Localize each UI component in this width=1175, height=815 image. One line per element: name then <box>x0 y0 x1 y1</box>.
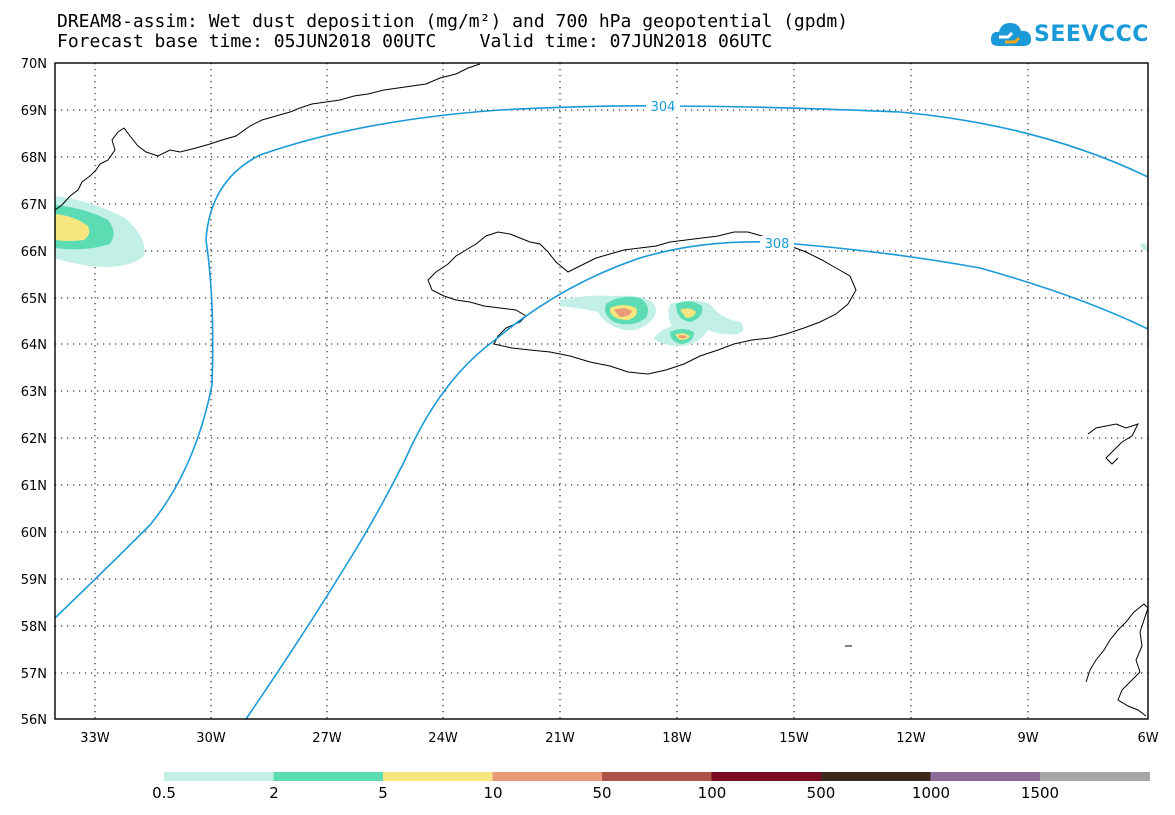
scotland-coast <box>1085 603 1149 717</box>
colorbar-segment <box>492 772 603 781</box>
colorbar-label: 1500 <box>1020 784 1060 802</box>
colorbar-label: 100 <box>697 784 727 802</box>
colorbar-segment <box>602 772 712 781</box>
latitude-labels: 70N 69N 68N 67N 66N 65N 64N 63N 62N 61N … <box>21 57 47 728</box>
lat-label: 56N <box>21 713 47 728</box>
lon-label: 12W <box>896 731 926 746</box>
map-title-line2: Forecast base time: 05JUN2018 00UTC Vali… <box>57 31 773 52</box>
lon-label: 21W <box>545 731 575 746</box>
colorbar-segment <box>821 772 931 781</box>
lon-label: 24W <box>428 731 458 746</box>
longitude-labels: 33W 30W 27W 24W 21W 18W 15W 12W 9W 6W <box>80 731 1158 746</box>
logo-text: SEEVCCC <box>1034 22 1149 47</box>
colorbar-segment <box>1040 772 1150 781</box>
lon-label: 30W <box>196 731 226 746</box>
faroe-coast <box>1087 423 1139 465</box>
lon-label: 9W <box>1017 731 1038 746</box>
lat-label: 61N <box>21 479 47 494</box>
colorbar-segment <box>383 772 493 781</box>
coastlines <box>54 63 1149 717</box>
dust-deposition-greenland <box>55 196 145 267</box>
contour-labels: 304 308 <box>646 99 794 252</box>
lon-label: 33W <box>80 731 110 746</box>
greenland-coast <box>54 63 481 211</box>
lat-label: 59N <box>21 573 47 588</box>
colorbar-label: 500 <box>806 784 836 802</box>
lat-label: 68N <box>21 151 47 166</box>
lat-label: 65N <box>21 292 47 307</box>
lat-label: 64N <box>21 338 47 353</box>
contour-label-308: 308 <box>765 237 790 252</box>
colorbar-segment <box>164 772 274 781</box>
colorbar-segment <box>930 772 1041 781</box>
colorbar-segment <box>273 772 384 781</box>
colorbar-label: 5 <box>378 784 388 802</box>
lat-label: 70N <box>21 57 47 72</box>
map-frame <box>54 62 1149 720</box>
colorbar <box>164 772 1150 781</box>
lon-label: 27W <box>312 731 342 746</box>
colorbar-label: 1000 <box>911 784 951 802</box>
lat-label: 62N <box>21 432 47 447</box>
colorbar-label: 10 <box>483 784 503 802</box>
contour-304 <box>54 105 1149 619</box>
lat-label: 60N <box>21 526 47 541</box>
colorbar-label: 2 <box>269 784 279 802</box>
lat-label: 69N <box>21 104 47 119</box>
lat-label: 58N <box>21 620 47 635</box>
gridlines <box>55 63 1148 719</box>
seevccc-logo: SEEVCCC <box>990 20 1150 56</box>
lat-label: 67N <box>21 198 47 213</box>
colorbar-segment <box>711 772 822 781</box>
geopotential-contours <box>54 105 1149 720</box>
cloud-icon <box>990 23 1032 46</box>
lon-label: 15W <box>779 731 809 746</box>
lat-label: 57N <box>21 667 47 682</box>
lat-label: 63N <box>21 385 47 400</box>
contour-label-304: 304 <box>651 100 676 115</box>
lon-label: 18W <box>662 731 692 746</box>
iceland-coast <box>427 231 857 375</box>
colorbar-label: 0.5 <box>152 784 176 802</box>
lon-label: 6W <box>1137 731 1158 746</box>
map-title-line1: DREAM8-assim: Wet dust deposition (mg/m²… <box>57 11 849 32</box>
dust-deposition-iceland <box>560 243 1148 346</box>
lat-label: 66N <box>21 245 47 260</box>
contour-308 <box>245 241 1149 720</box>
colorbar-label: 50 <box>592 784 612 802</box>
